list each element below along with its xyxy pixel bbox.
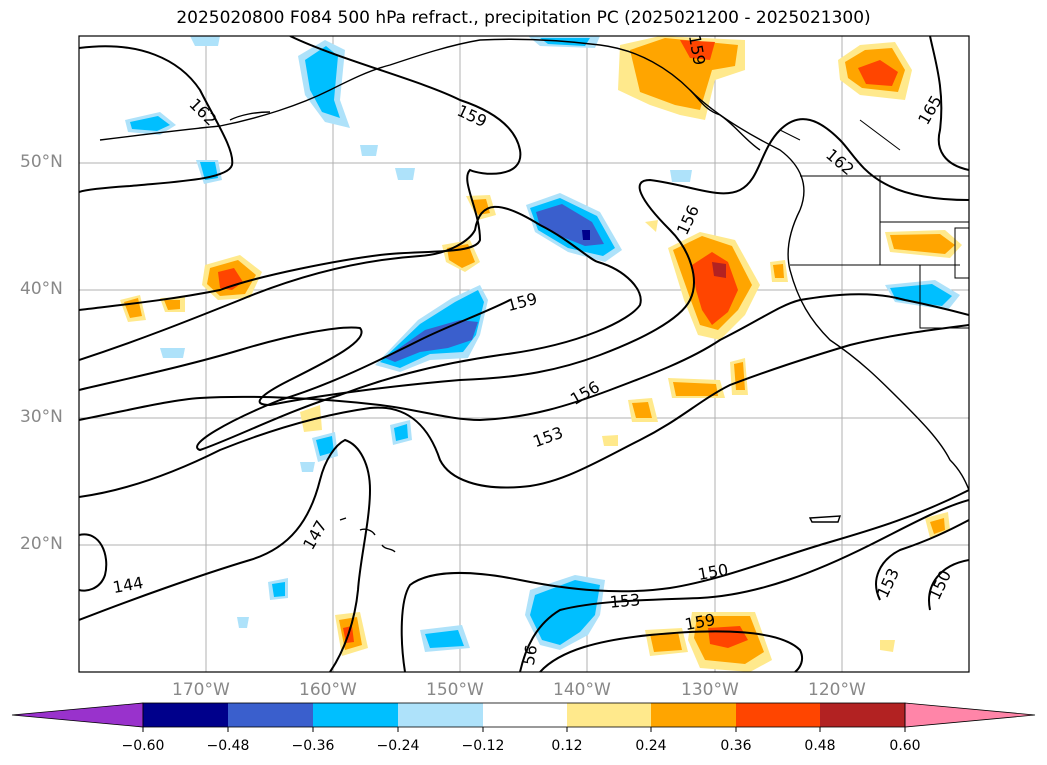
map-title: 2025020800 F084 500 hPa refract., precip… <box>176 8 871 28</box>
contour-label: 153 <box>608 590 642 612</box>
colorbar-under-arrow <box>11 702 144 728</box>
colorbar-bin <box>143 703 228 727</box>
lat-label-30n: 30°N <box>20 407 63 427</box>
colorbar <box>11 702 1036 732</box>
colorbar-tick-label: 0.36 <box>720 738 752 754</box>
colorbar-bin <box>398 703 483 727</box>
colorbar-tick-label: −0.36 <box>291 738 335 754</box>
colorbar-tick-label: −0.24 <box>376 738 420 754</box>
colorbar-bin <box>483 703 567 727</box>
colorbar-bin <box>820 703 905 727</box>
lat-label-20n: 20°N <box>20 534 63 554</box>
colorbar-bin <box>651 703 736 727</box>
map-frame <box>78 35 970 673</box>
colorbar-bin <box>313 703 398 727</box>
colorbar-over-arrow <box>904 702 1036 728</box>
colorbar-bin <box>228 703 313 727</box>
borders <box>779 119 969 329</box>
lat-label-40n: 40°N <box>20 279 63 299</box>
gridlines <box>79 36 969 672</box>
lon-label-130w: 130°W <box>681 680 739 700</box>
colorbar-tick-label: −0.48 <box>206 738 250 754</box>
contour-label: 56 <box>518 643 542 667</box>
lon-label-150w: 150°W <box>426 680 484 700</box>
coastlines <box>99 38 969 553</box>
colorbar-bin <box>736 703 820 727</box>
precip-positive-areas <box>120 36 962 672</box>
colorbar-tick-label: −0.60 <box>121 738 165 754</box>
precip-negative-areas <box>125 36 960 652</box>
colorbar-tick-label: 0.48 <box>804 738 836 754</box>
lon-label-170w: 170°W <box>172 680 230 700</box>
colorbar-bin <box>567 703 651 727</box>
lon-label-160w: 160°W <box>299 680 357 700</box>
colorbar-tick-label: 0.24 <box>635 738 667 754</box>
colorbar-tick-label: −0.12 <box>461 738 505 754</box>
contour-lines <box>79 36 969 672</box>
lon-label-120w: 120°W <box>808 680 866 700</box>
lon-label-140w: 140°W <box>553 680 611 700</box>
colorbar-tick-label: 0.12 <box>551 738 583 754</box>
colorbar-tick-label: 0.60 <box>889 738 921 754</box>
lat-label-50n: 50°N <box>20 152 63 172</box>
